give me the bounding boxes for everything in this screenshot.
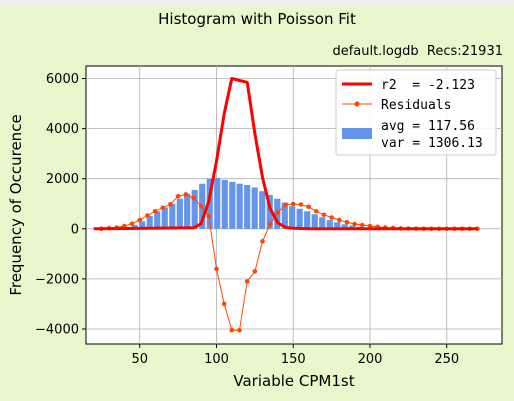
legend-residuals-label: Residuals [381,98,451,113]
residuals-point [229,327,235,333]
histogram-bar [229,181,236,229]
residuals-point [221,301,227,307]
histogram-bar [176,198,183,229]
chart-subtitle: default.logdb Recs:21931 [332,44,503,59]
histogram-bar [334,222,341,229]
y-tick-label: 6000 [46,72,79,87]
histogram-bar [266,194,273,229]
histogram-bar [184,193,191,229]
residuals-point [313,208,319,214]
residuals-point [252,269,258,274]
residuals-point [145,213,150,218]
residuals-point [352,221,357,227]
histogram-bar [251,187,258,229]
residuals-point [206,213,212,219]
y-tick-label: 0 [71,222,79,237]
residuals-point [260,239,265,244]
legend-residuals-marker [354,101,360,107]
histogram-bar [296,208,303,229]
histogram-bar [349,225,356,229]
residuals-point [168,201,173,207]
residuals-point [129,221,135,227]
x-tick-label: 100 [204,352,229,367]
residuals-point [329,215,334,220]
histogram-bar [341,224,348,229]
residuals-point [160,205,166,211]
histogram-bar [146,215,153,229]
y-tick-label: −4000 [35,322,79,337]
residuals-point [298,202,304,207]
residuals-point [198,203,204,209]
legend-histogram-line-2: var = 1306.13 [381,136,483,151]
residuals-point [344,219,350,225]
y-tick-label: 2000 [46,172,79,187]
histogram-bar [281,202,288,229]
histogram-bar [326,220,333,229]
residuals-point [306,204,311,210]
residuals-point [290,201,296,207]
histogram-bar [214,177,221,229]
residuals-point [183,192,189,197]
histogram-bar [236,183,243,229]
poisson-fit-line [93,77,478,231]
residuals-point [275,210,281,215]
y-tick-label: 4000 [46,122,79,137]
histogram-bar [161,207,168,229]
histogram-bar [191,189,198,229]
residuals-point [283,202,288,208]
x-tick-label: 250 [434,352,459,367]
histogram-bar [154,211,161,229]
legend-fit-label: r2 = -2.123 [381,78,475,93]
x-tick-label: 50 [131,352,148,367]
histogram-bar [304,211,311,229]
y-tick-label: −2000 [35,272,79,287]
histogram-bar [206,178,213,229]
residuals-point [367,223,373,229]
residuals-point [137,217,143,223]
legend-histogram-swatch [342,128,372,139]
histogram-bar [139,221,146,229]
residuals-point [214,266,219,272]
histogram-bar [289,206,296,229]
window-top-strip [0,0,514,6]
residuals-point [267,221,273,227]
histogram-bar [259,191,266,229]
legend-histogram-line-1: avg = 117.56 [381,119,475,134]
series-lines [93,77,480,333]
residuals-point [336,217,342,223]
residuals-point [152,208,158,214]
residuals-point [321,212,327,218]
histogram-bar [169,203,176,229]
residuals-point [175,193,181,199]
histogram-bar [311,214,318,229]
legend-box [335,69,497,156]
x-tick-label: 200 [358,352,383,367]
legend-histogram-label: avg = 117.56 var = 1306.13 [381,119,483,151]
residuals-point [237,327,242,333]
residuals-point [191,195,196,201]
legend: r2 = -2.123 Residuals avg = 117.56 var =… [335,69,497,156]
residuals-point [244,279,250,284]
histogram-bar [221,179,228,229]
y-axis-label: Frequency of Occurence [7,114,25,295]
histogram-bar [244,184,251,229]
x-axis-label: Variable CPM1st [233,372,354,390]
histogram-bar [319,217,326,229]
chart-title: Histogram with Poisson Fit [158,10,356,28]
axis-ticks: 50 100 150 200 250 −4000 −2000 0 2000 4000 6000 [35,72,459,367]
residuals-point [360,222,365,228]
x-tick-label: 150 [281,352,306,367]
